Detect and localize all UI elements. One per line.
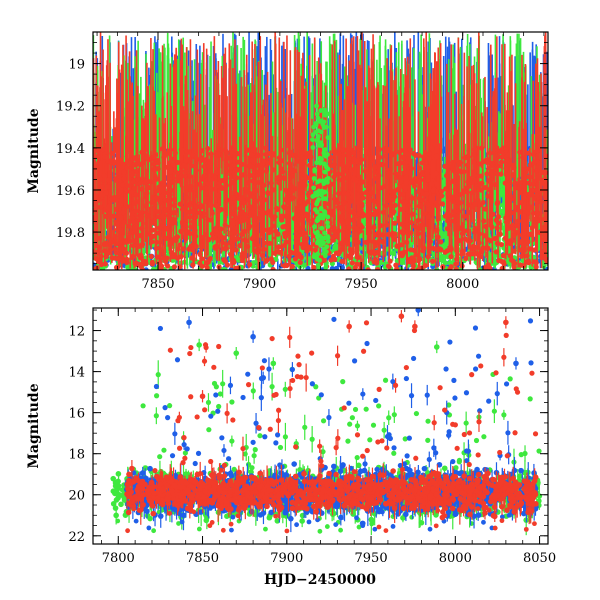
data-point xyxy=(477,267,483,270)
data-point xyxy=(440,233,446,239)
top-panel-data xyxy=(93,32,548,270)
data-point xyxy=(398,266,404,270)
data-point xyxy=(498,208,505,214)
data-point xyxy=(151,266,157,270)
data-point xyxy=(390,250,397,256)
data-point xyxy=(333,265,340,270)
data-point xyxy=(440,254,446,260)
data-point xyxy=(332,244,338,250)
data-point xyxy=(442,260,449,266)
data-point xyxy=(329,265,336,270)
data-point xyxy=(498,190,505,196)
data-point xyxy=(399,259,405,266)
data-point xyxy=(360,217,366,223)
